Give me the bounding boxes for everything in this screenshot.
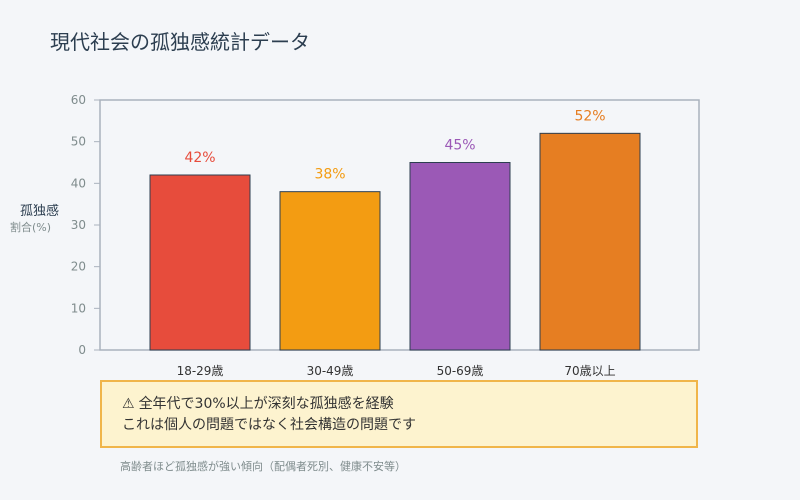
- y-tick-label: 50: [71, 135, 86, 149]
- bar-data-label: 45%: [444, 138, 475, 154]
- y-tick-label: 40: [71, 176, 86, 190]
- bar: [539, 132, 641, 351]
- x-tick-label: 18-29歳: [177, 364, 224, 378]
- insight-callout: ⚠ 全年代で30%以上が深刻な孤独感を経験 これは個人の問題ではなく社会構造の問題…: [100, 380, 698, 448]
- y-tick-label: 0: [78, 343, 86, 357]
- bar: [409, 162, 511, 351]
- bar-chart: 0 10 20 30 40 50 60 42% 18-29歳 38% 30-49歳 45% 50-69歳…: [71, 93, 700, 378]
- callout-line-2: これは個人の問題ではなく社会構造の問題です: [122, 417, 416, 433]
- y-axis-label: 孤独感: [20, 204, 60, 219]
- x-tick-label: 50-69歳: [437, 364, 484, 378]
- y-tick-label: 30: [71, 218, 86, 232]
- bar-data-label: 38%: [314, 167, 345, 183]
- warning-icon: ⚠: [122, 396, 135, 412]
- bar-data-label: 52%: [574, 108, 605, 124]
- footnote: 高齢者ほど孤独感が強い傾向（配偶者死別、健康不安等）: [120, 460, 406, 473]
- callout-text-1: 全年代で30%以上が深刻な孤独感を経験: [138, 396, 394, 412]
- x-tick-label: 70歳以上: [564, 364, 615, 378]
- y-tick-label: 60: [71, 93, 86, 107]
- page-title: 現代社会の孤独感統計データ: [50, 30, 310, 54]
- bar: [149, 174, 251, 351]
- bar-data-label: 42%: [184, 150, 215, 166]
- y-tick-label: 10: [71, 301, 86, 315]
- y-tick-label: 20: [71, 260, 86, 274]
- x-tick-label: 30-49歳: [307, 364, 354, 378]
- callout-line-1: ⚠ 全年代で30%以上が深刻な孤独感を経験: [122, 394, 696, 415]
- bar: [279, 191, 381, 351]
- y-axis-unit-label: 割合(%): [10, 221, 52, 234]
